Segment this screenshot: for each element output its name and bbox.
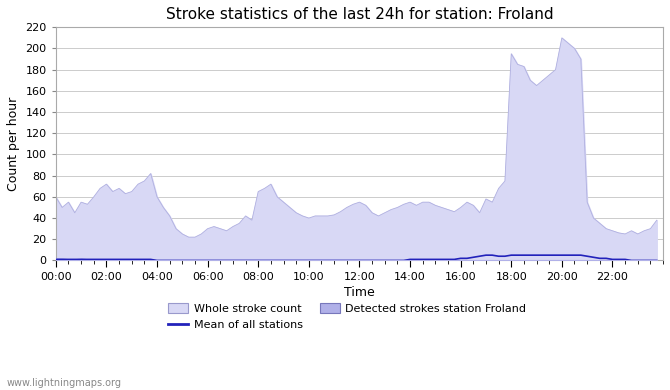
Legend: Whole stroke count, Mean of all stations, Detected strokes station Froland: Whole stroke count, Mean of all stations… — [164, 299, 531, 335]
Y-axis label: Count per hour: Count per hour — [7, 97, 20, 191]
Text: www.lightningmaps.org: www.lightningmaps.org — [7, 378, 122, 388]
Title: Stroke statistics of the last 24h for station: Froland: Stroke statistics of the last 24h for st… — [165, 7, 553, 22]
X-axis label: Time: Time — [344, 286, 375, 300]
